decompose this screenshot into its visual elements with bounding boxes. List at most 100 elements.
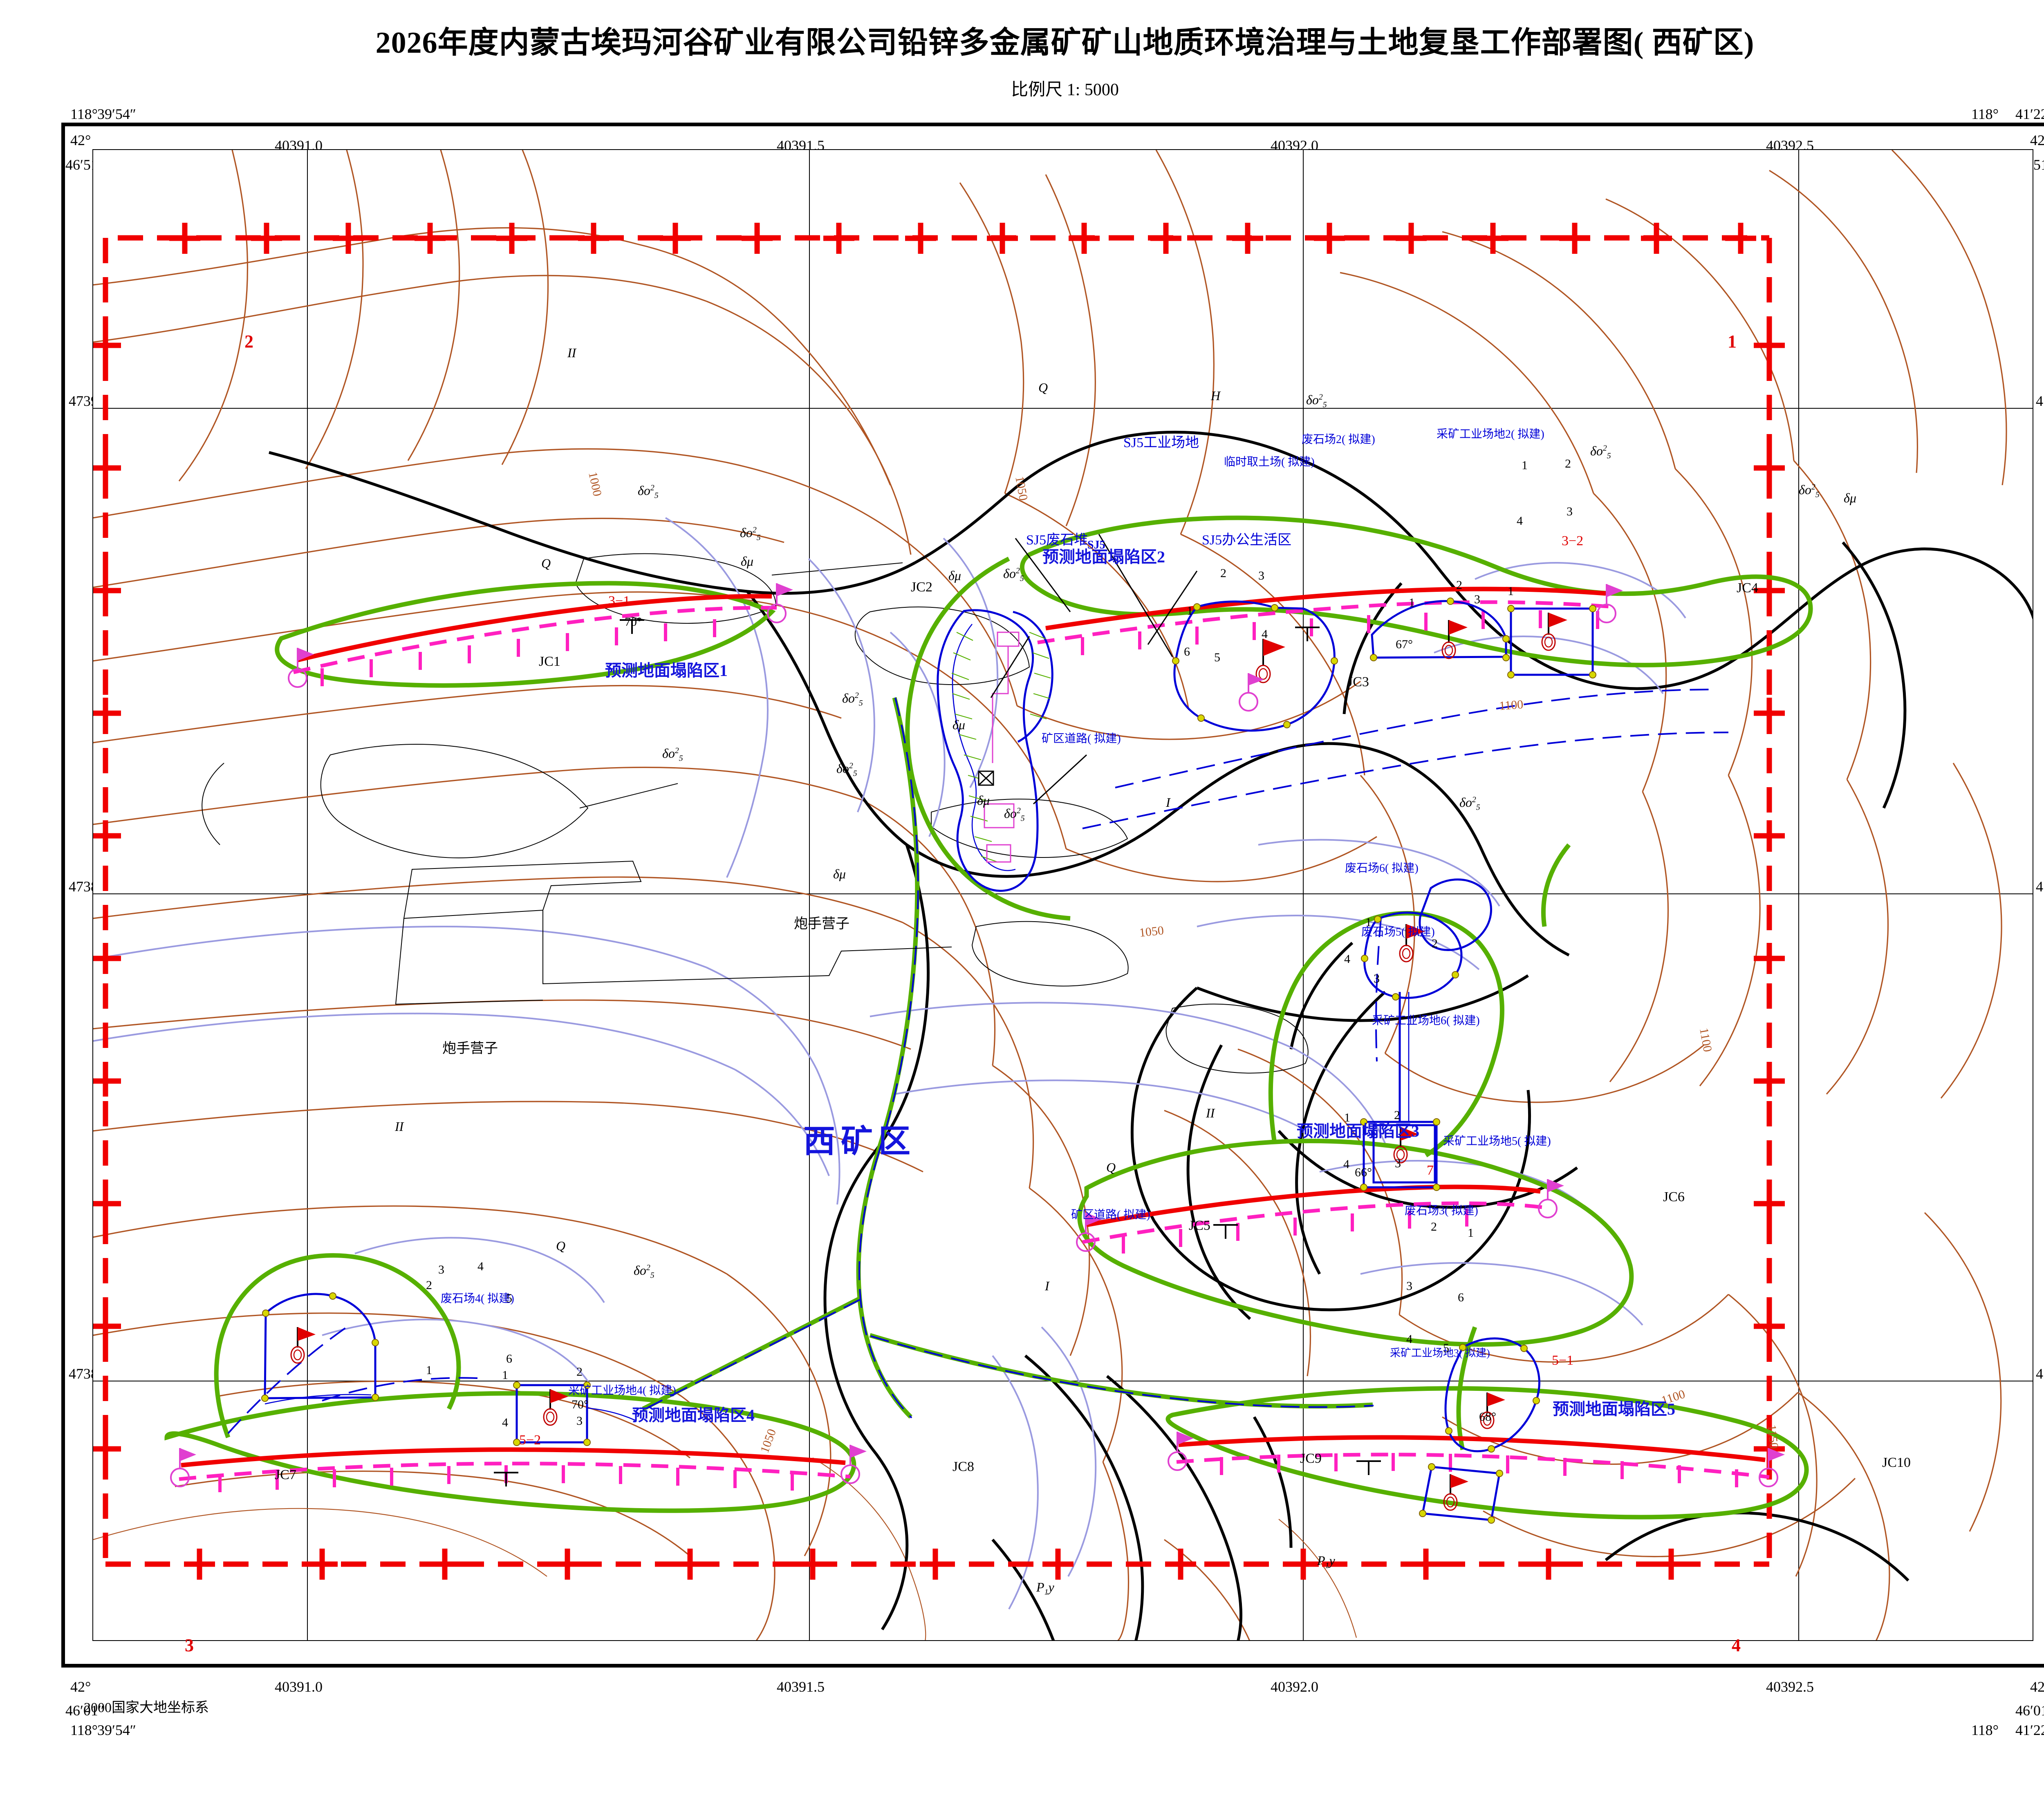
corner-tr-latitude: 42° xyxy=(2030,132,2044,148)
dip-value-3: 66° xyxy=(1355,1166,1372,1179)
village-label-1: 炮手营子 xyxy=(794,916,849,931)
corner-br-latitude: 42° xyxy=(2030,1679,2044,1695)
dump3-vertex-number-6: 6 xyxy=(1458,1291,1464,1304)
corner-tl-latitude: 42° xyxy=(70,132,91,148)
facility-label-mining-site-3: 采矿工业场地3( 拟建) xyxy=(1390,1347,1490,1359)
facility-label-temp-soil-pit: 临时取土场( 拟建) xyxy=(1224,456,1315,468)
grid-x-label-b2: 40391.5 xyxy=(777,1679,825,1695)
lithology-label-q-4: Q xyxy=(1106,1160,1116,1175)
dump3-vertex-number-4: 4 xyxy=(1406,1332,1412,1346)
monitor-point-label-jc7: JC7 xyxy=(275,1467,296,1482)
boundary-corner-number-1: 1 xyxy=(1728,331,1737,351)
boundary-cross-markers xyxy=(93,223,1785,1580)
lithology-label-dmu-2: δμ xyxy=(948,568,961,583)
site-vertex-number-3: 3 xyxy=(1258,569,1264,582)
orebody-number-5-1: 5−1 xyxy=(1552,1353,1574,1368)
dump5-vertex-number-3: 3 xyxy=(1374,972,1380,985)
facility-label-sj5-industrial-site: SJ5工业场地 xyxy=(1123,435,1199,450)
mine-area-boundary xyxy=(93,223,1785,1580)
subsidence-zone-label-4: 预测地面塌陷区4 xyxy=(632,1406,755,1424)
dump3-vertex-number-2: 2 xyxy=(1431,1220,1437,1233)
lithology-label-dmu-3: δμ xyxy=(953,717,965,732)
site3-vertex-number-2: 2 xyxy=(1565,457,1571,470)
corner-tl-longitude-ms: 39′54″ xyxy=(97,106,136,122)
dump5-vertex-number-1: 1 xyxy=(1365,916,1372,929)
geology-boundary-lines xyxy=(202,430,2033,1640)
grid-y-label-r1: 4739.0 xyxy=(2036,393,2044,409)
lithology-label-do5-10: δo25 xyxy=(1459,795,1480,812)
site2-vertex-number-3: 3 xyxy=(1474,593,1480,606)
shaft-symbol-sj5 xyxy=(978,770,994,786)
dump4-vertex-number-1: 1 xyxy=(426,1363,432,1377)
lithology-label-ii-3: II xyxy=(1206,1106,1215,1120)
facility-label-waste-dump-3: 废石场3( 拟建) xyxy=(1405,1204,1478,1217)
shaft-label-sj5: SJ5 xyxy=(1087,539,1105,551)
lithology-label-q-3: Q xyxy=(556,1238,566,1253)
lithology-label-q-1: Q xyxy=(541,556,551,571)
facility-label-waste-dump-2: 废石场2( 拟建) xyxy=(1302,433,1375,446)
facility-label-waste-dump-6: 废石场6( 拟建) xyxy=(1345,862,1419,875)
dip-value-2: 67° xyxy=(1396,638,1413,651)
facility-label-waste-dump-5: 废石场5( 拟建) xyxy=(1361,926,1435,938)
site-6-rect xyxy=(1372,1124,1436,1184)
svg-text:1150: 1150 xyxy=(1765,1424,1781,1449)
facility-label-mining-site-2: 采矿工业场地2( 拟建) xyxy=(1437,428,1544,441)
facility-label-mine-road-2: 矿区道路( 拟建) xyxy=(1071,1209,1150,1221)
facility-label-mining-site-5: 采矿工业场地5( 拟建) xyxy=(1443,1135,1551,1148)
dump5-vertex-number-2: 2 xyxy=(1432,937,1438,950)
lithology-label-i-1: I xyxy=(1166,795,1170,810)
svg-text:1050: 1050 xyxy=(758,1427,779,1455)
monitor-point-label-jc6: JC6 xyxy=(1663,1189,1685,1204)
lithology-label-do5-3: δo25 xyxy=(842,691,863,708)
orebodies-and-subsidence xyxy=(179,587,1770,1492)
grid-y-label-r2: 4738.5 xyxy=(2036,878,2044,895)
monitor-point-label-jc9: JC9 xyxy=(1300,1451,1322,1466)
lithology-label-do5-9: δo25 xyxy=(1799,482,1820,499)
lithology-label-dmu-4: δμ xyxy=(977,793,990,808)
coordinate-grid xyxy=(93,150,2033,1640)
village-outlines xyxy=(395,860,952,1005)
lithology-label-p1y-1: P1y xyxy=(1036,1580,1054,1597)
lithology-label-do5-5: δo25 xyxy=(1003,566,1024,583)
coordinate-system-footer: 2000国家大地坐标系 xyxy=(84,1700,209,1715)
lithology-label-do5-8: δo25 xyxy=(1590,443,1611,461)
lithology-label-ii-2: II xyxy=(395,1119,404,1134)
dump4-vertex-number-2: 2 xyxy=(426,1278,432,1292)
grid-y-label-r3: 4738.0 xyxy=(2036,1366,2044,1382)
corner-br-longitude: 118° xyxy=(1971,1722,1999,1738)
map-canvas[interactable]: .c{fill:none;stroke:#b05523;stroke-width… xyxy=(92,149,2033,1641)
corner-tr-longitude: 118° xyxy=(1971,106,1999,122)
boundary-corner-number-3: 3 xyxy=(185,1635,194,1655)
page-title: 2026年度内蒙古埃玛河谷矿业有限公司铅锌多金属矿矿山地质环境治理与土地复垦工作… xyxy=(375,26,1755,60)
dump4-vertex-number-4: 4 xyxy=(477,1260,484,1273)
facility-label-sj5-office-area: SJ5办公生活区 xyxy=(1202,533,1292,548)
lithology-label-ii-1: II xyxy=(567,345,576,360)
dump5-vertex-number-4: 4 xyxy=(1344,952,1350,966)
orebody-number-3-2: 3−2 xyxy=(1562,533,1584,548)
site-vertex-number-1: 1 xyxy=(1187,604,1193,618)
protection-flag-symbols xyxy=(290,613,1567,1511)
grid-x-label-b4: 40392.5 xyxy=(1766,1679,1814,1695)
site3-vertex-number-4: 4 xyxy=(1517,514,1523,528)
dump4-vertex-number-5: 5 xyxy=(506,1292,512,1305)
lithology-label-dmu-1: δμ xyxy=(741,554,753,569)
dump3-vertex-number-1: 1 xyxy=(1468,1226,1474,1240)
svg-text:1100: 1100 xyxy=(1499,698,1524,713)
site3-vertex-number-3: 3 xyxy=(1567,505,1573,518)
lithology-label-do5-1: δo25 xyxy=(638,483,659,500)
lithology-label-h-1: H xyxy=(1211,388,1221,403)
contour-lines xyxy=(93,150,2007,1640)
corner-bl-latitude: 42° xyxy=(70,1679,91,1695)
dip-value-1: 70° xyxy=(625,615,642,629)
map-region-label: 西矿区 xyxy=(803,1124,917,1159)
boundary-corner-number-4: 4 xyxy=(1732,1635,1741,1655)
lithology-label-p1y-2: P1y xyxy=(1317,1553,1335,1570)
site2-vertex-number-2: 2 xyxy=(1456,578,1462,592)
site4-vertex-number-2: 2 xyxy=(576,1365,583,1379)
monitor-point-label-jc1: JC1 xyxy=(539,654,560,669)
lithology-label-do5-7: δo25 xyxy=(1306,392,1327,410)
boundary-corner-number-2: 2 xyxy=(244,331,253,351)
scale-subtitle: 比例尺 1: 5000 xyxy=(1011,81,1119,99)
dump3-vertex-number-3: 3 xyxy=(1406,1279,1412,1293)
monitor-point-label-jc5: JC5 xyxy=(1189,1218,1210,1233)
